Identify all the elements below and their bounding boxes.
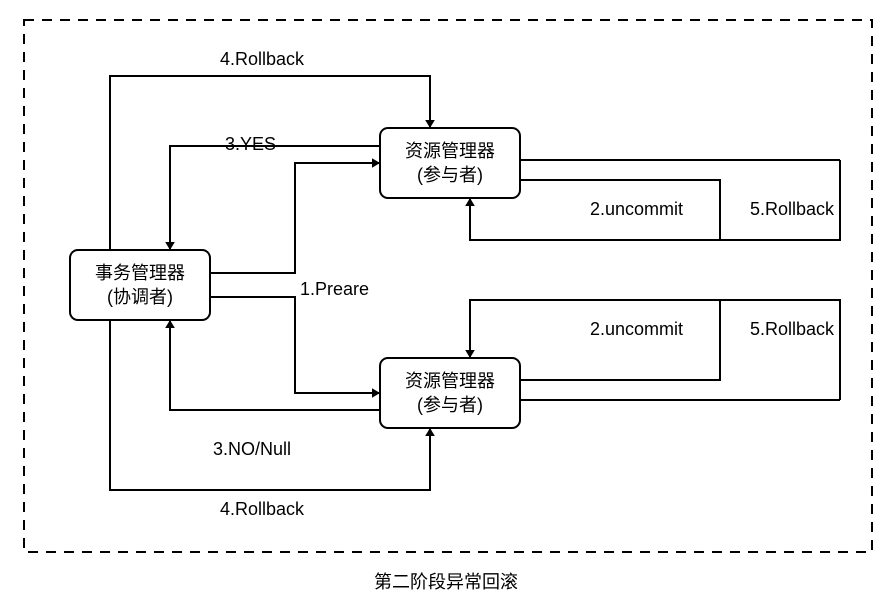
label-rb5_2: 5.Rollback (750, 319, 835, 339)
node-rm2: 资源管理器 (参与者) (380, 358, 520, 428)
node-box-rm1 (380, 128, 520, 198)
label-rb5_1: 5.Rollback (750, 199, 835, 219)
caption: 第二阶段异常回滚 (374, 572, 518, 592)
arrowhead (465, 198, 475, 206)
arrowhead (425, 428, 435, 436)
node-coordinator: 事务管理器 (协调者) (70, 250, 210, 320)
label-uncommit1: 2.uncommit (590, 199, 683, 219)
arrowhead (372, 388, 380, 398)
arrowhead (465, 350, 475, 358)
arrowhead (425, 120, 435, 128)
label-rb_top: 4.Rollback (220, 49, 305, 69)
node-sub-coordinator: (协调者) (107, 287, 173, 307)
node-title-rm2: 资源管理器 (405, 371, 495, 391)
node-box-coordinator (70, 250, 210, 320)
node-title-rm1: 资源管理器 (405, 141, 495, 161)
node-sub-rm2: (参与者) (417, 395, 483, 415)
edge-rm2_no (170, 320, 380, 410)
node-title-coordinator: 事务管理器 (95, 263, 185, 283)
label-rb_bot: 4.Rollback (220, 499, 305, 519)
edge-coord_rm2_prepare (210, 297, 380, 393)
arrowhead (165, 242, 175, 250)
node-box-rm2 (380, 358, 520, 428)
label-no: 3.NO/Null (213, 439, 291, 459)
label-prepare: 1.Preare (300, 279, 369, 299)
edge-rb5_2 (720, 300, 840, 400)
label-uncommit2: 2.uncommit (590, 319, 683, 339)
node-sub-rm1: (参与者) (417, 165, 483, 185)
node-rm1: 资源管理器 (参与者) (380, 128, 520, 198)
edge-rm1_yes (170, 146, 380, 250)
edge-coord_rm1_prepare (210, 163, 380, 273)
label-yes: 3.YES (225, 134, 276, 154)
arrowhead (372, 158, 380, 168)
arrowhead (165, 320, 175, 328)
